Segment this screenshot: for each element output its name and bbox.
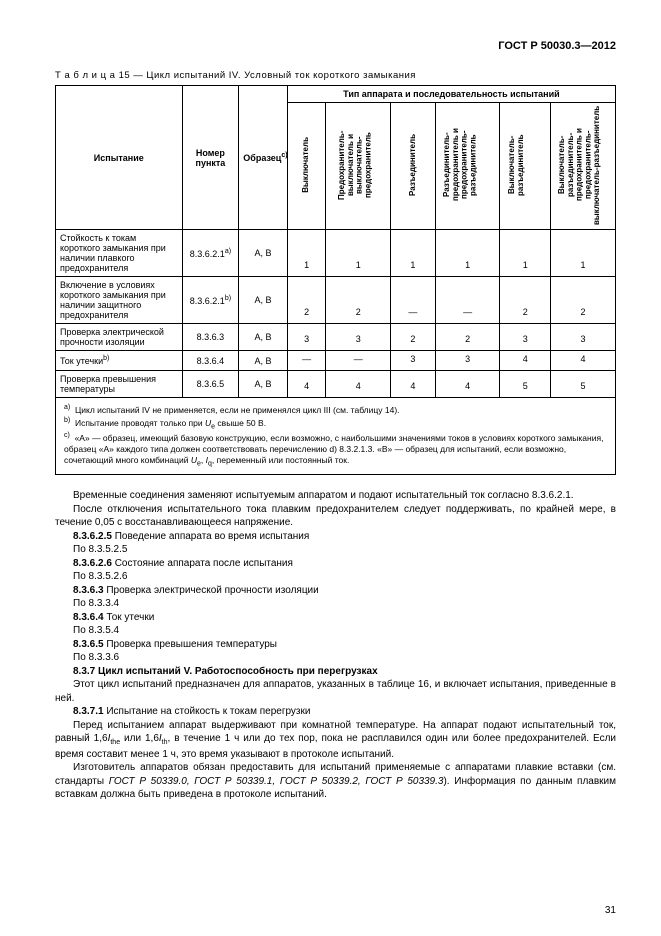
paragraph: 8.3.6.2.5 Поведение аппарата во время ис… <box>55 530 616 544</box>
paragraph: По 8.3.5.2.6 <box>55 570 616 584</box>
cell-value: 1 <box>435 230 500 277</box>
body-text: Временные соединения заменяют испытуемым… <box>55 489 616 801</box>
paragraph: 8.3.6.5 Проверка превышения температуры <box>55 638 616 652</box>
cell-label: Ток утечкиb) <box>56 351 183 371</box>
table-notes: a) Цикл испытаний IV не применяется, есл… <box>55 398 616 475</box>
paragraph: 8.3.6.3 Проверка электрической прочности… <box>55 584 616 598</box>
table-caption: Т а б л и ц а 15 — Цикл испытаний IV. Ус… <box>55 70 616 81</box>
col-header-c5: Выключатель-разъединитель <box>500 103 551 230</box>
cell-value: 3 <box>435 351 500 371</box>
cell-item: 8.3.6.4 <box>182 351 239 371</box>
cell-label: Включение в условиях короткого замыкания… <box>56 277 183 324</box>
cell-sample: A, B <box>239 371 288 398</box>
cell-value: 3 <box>326 324 391 351</box>
paragraph: По 8.3.5.4 <box>55 624 616 638</box>
paragraph: Перед испытанием аппарат выдерживают при… <box>55 719 616 761</box>
note-b: b) Испытание проводят только при Ue свыш… <box>64 416 607 432</box>
cell-value: 3 <box>551 324 616 351</box>
cell-label: Проверка превышения температуры <box>56 371 183 398</box>
cell-value: 2 <box>500 277 551 324</box>
cell-value: 3 <box>391 351 436 371</box>
cell-value: 2 <box>326 277 391 324</box>
paragraph: 8.3.7.1 Испытание на стойкость к токам п… <box>55 705 616 719</box>
cell-value: 5 <box>500 371 551 398</box>
cell-sample: A, B <box>239 277 288 324</box>
col-header-c4: Разъединитель-предохранитель и предохран… <box>435 103 500 230</box>
cell-value: 4 <box>391 371 436 398</box>
col-header-group: Тип аппарата и последовательность испыта… <box>287 86 615 103</box>
cell-value: 2 <box>287 277 325 324</box>
cell-value: — <box>326 351 391 371</box>
cell-value: 2 <box>551 277 616 324</box>
cell-value: 3 <box>287 324 325 351</box>
col-header-item: Номер пункта <box>182 86 239 230</box>
cell-label: Проверка электрической прочности изоляци… <box>56 324 183 351</box>
paragraph: После отключения испытательного тока пла… <box>55 503 616 530</box>
cell-value: 2 <box>391 324 436 351</box>
cell-value: — <box>435 277 500 324</box>
cell-value: 4 <box>287 371 325 398</box>
cell-sample: A, B <box>239 324 288 351</box>
table-header-row: Испытание Номер пункта Образецc) Тип апп… <box>56 86 616 103</box>
paragraph: 8.3.6.2.6 Состояние аппарата после испыт… <box>55 557 616 571</box>
paragraph: Этот цикл испытаний предназначен для апп… <box>55 678 616 705</box>
note-c: c) «А» — образец, имеющий базовую констр… <box>64 431 607 469</box>
paragraph: По 8.3.3.4 <box>55 597 616 611</box>
cell-value: 1 <box>551 230 616 277</box>
cell-item: 8.3.6.3 <box>182 324 239 351</box>
cell-item: 8.3.6.2.1a) <box>182 230 239 277</box>
cell-item: 8.3.6.5 <box>182 371 239 398</box>
table-row: Проверка превышения температуры8.3.6.5A,… <box>56 371 616 398</box>
paragraph: По 8.3.5.2.5 <box>55 543 616 557</box>
table-row: Стойкость к токам короткого замыкания пр… <box>56 230 616 277</box>
cell-sample: A, B <box>239 351 288 371</box>
cell-value: 3 <box>500 324 551 351</box>
table-row: Проверка электрической прочности изоляци… <box>56 324 616 351</box>
table-row: Включение в условиях короткого замыкания… <box>56 277 616 324</box>
col-header-c3: Разъединитель <box>391 103 436 230</box>
col-header-test: Испытание <box>56 86 183 230</box>
cell-value: 4 <box>500 351 551 371</box>
col-header-c2: Предохранитель-выключатель и выключатель… <box>326 103 391 230</box>
col-header-sample: Образецc) <box>239 86 288 230</box>
paragraph: Изготовитель аппаратов обязан предостави… <box>55 761 616 802</box>
page-number: 31 <box>605 905 616 916</box>
cell-value: — <box>287 351 325 371</box>
table-15: Испытание Номер пункта Образецc) Тип апп… <box>55 85 616 398</box>
paragraph: Временные соединения заменяют испытуемым… <box>55 489 616 503</box>
paragraph: 8.3.7 Цикл испытаний V. Работоспособност… <box>55 665 616 679</box>
note-a: a) Цикл испытаний IV не применяется, есл… <box>64 403 607 416</box>
cell-value: 4 <box>551 351 616 371</box>
cell-value: 1 <box>500 230 551 277</box>
cell-value: 4 <box>326 371 391 398</box>
col-header-c1: Выключатель <box>287 103 325 230</box>
cell-item: 8.3.6.2.1b) <box>182 277 239 324</box>
cell-sample: A, B <box>239 230 288 277</box>
cell-value: 1 <box>326 230 391 277</box>
cell-label: Стойкость к токам короткого замыкания пр… <box>56 230 183 277</box>
cell-value: 1 <box>287 230 325 277</box>
cell-value: — <box>391 277 436 324</box>
document-header: ГОСТ Р 50030.3—2012 <box>55 40 616 52</box>
cell-value: 4 <box>435 371 500 398</box>
paragraph: По 8.3.3.6 <box>55 651 616 665</box>
cell-value: 2 <box>435 324 500 351</box>
cell-value: 1 <box>391 230 436 277</box>
paragraph: 8.3.6.4 Ток утечки <box>55 611 616 625</box>
cell-value: 5 <box>551 371 616 398</box>
col-header-c6: Выключатель-разъединитель-предохранитель… <box>551 103 616 230</box>
table-row: Ток утечкиb)8.3.6.4A, B——3344 <box>56 351 616 371</box>
